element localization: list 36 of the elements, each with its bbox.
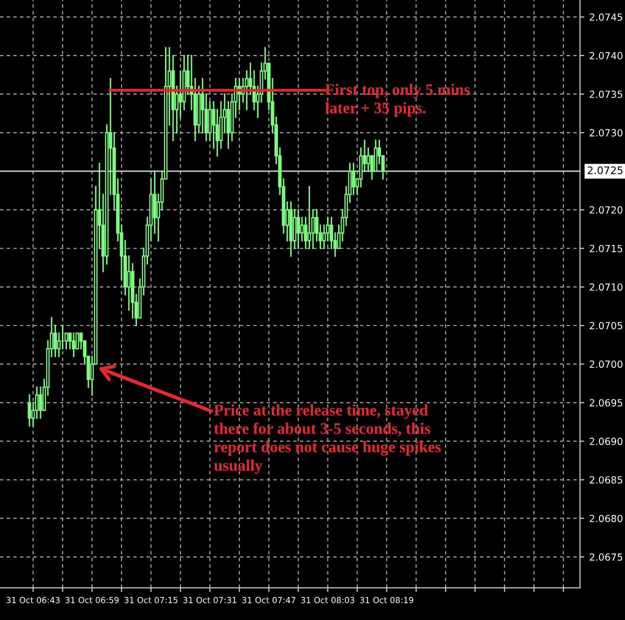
y-tick-label: 2.0715 (590, 244, 622, 252)
y-tick-label: 2.0745 (590, 13, 622, 21)
x-tick-label: 31 Oct 08:03 (301, 596, 354, 604)
y-tick-label: 2.0685 (590, 476, 622, 484)
candlestick (244, 70, 248, 110)
x-tick-label: 31 Oct 07:47 (242, 596, 296, 604)
y-tick-label: 2.0700 (590, 360, 622, 368)
candlestick (292, 209, 296, 250)
annotation: Price at the release time, stayed there for about 3-5 seconds, this report does not cause huge spikes usually (214, 404, 441, 474)
y-tick-label: 2.0710 (590, 283, 622, 291)
ref-line-label: 2.0725 (588, 166, 622, 174)
y-tick-label: 2.0690 (590, 438, 622, 446)
candlestick (72, 332, 76, 358)
x-tick-label: 31 Oct 06:43 (6, 596, 60, 604)
candlestick (296, 209, 300, 250)
candlestick (352, 162, 356, 196)
candlestick (308, 186, 312, 250)
candlestick (28, 394, 32, 426)
y-tick-label: 2.0720 (590, 206, 622, 214)
annotation: First top, only 5 mins later + 35 pips. (325, 84, 470, 117)
y-tick-label: 2.0680 (590, 514, 622, 522)
x-tick-label: 31 Oct 07:15 (124, 596, 178, 604)
candlestick (366, 147, 370, 172)
y-tick-label: 2.0735 (590, 90, 622, 98)
x-tick-label: 31 Oct 06:59 (66, 596, 119, 604)
candlestick (54, 324, 57, 358)
candlestick (300, 216, 304, 242)
x-tick-label: 31 Oct 08:19 (360, 596, 414, 604)
x-tick-label: 31 Oct 07:31 (183, 596, 236, 604)
candlestick (127, 255, 131, 311)
candlestick (178, 70, 182, 118)
y-tick-label: 2.0730 (590, 129, 622, 136)
y-tick-label: 2.0675 (590, 553, 622, 561)
y-tick-label: 2.0705 (590, 322, 622, 330)
y-tick-label: 2.0740 (590, 52, 622, 60)
y-tick-label: 2.0695 (590, 399, 622, 406)
